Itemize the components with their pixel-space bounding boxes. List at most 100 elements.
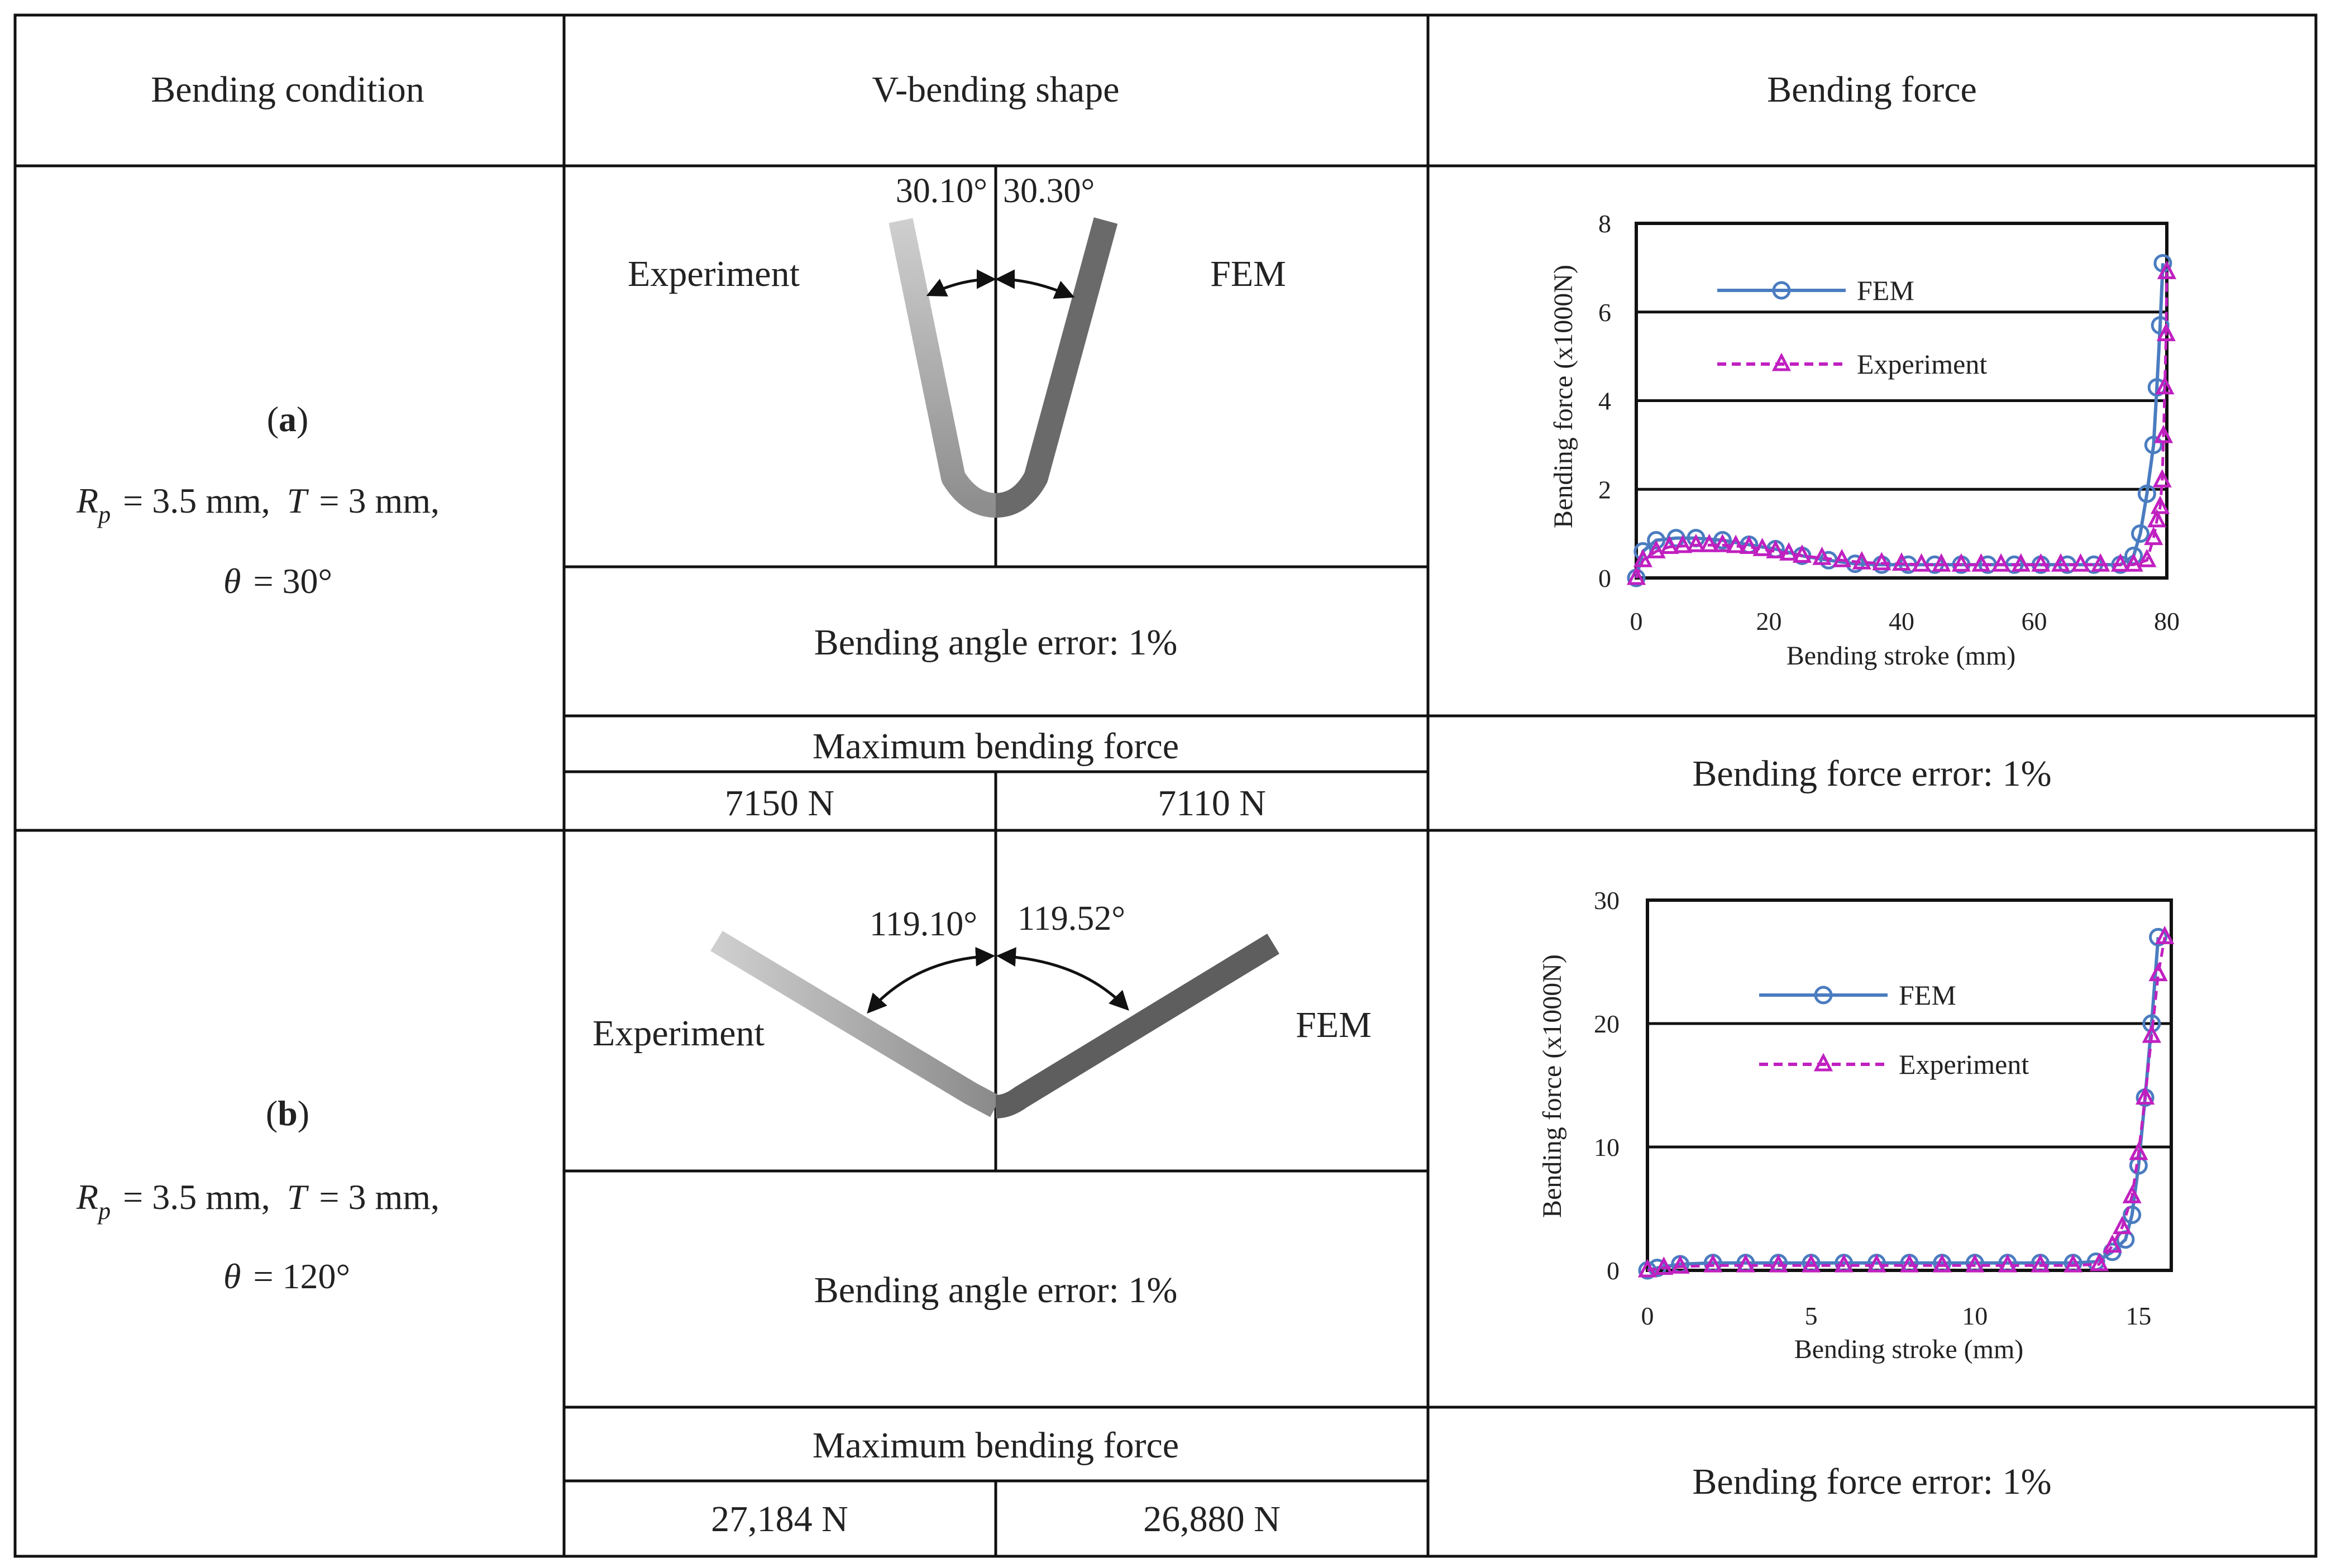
angle-right-b: 119.52°	[1018, 900, 1125, 938]
chart-b-experiment-series-point	[2148, 963, 2168, 982]
max-force-fem-a: 7110 N	[1158, 783, 1266, 824]
chart-a-experiment-series-point	[1673, 534, 1693, 553]
angle-arrow-right-b	[996, 947, 1129, 1011]
chart-a-experiment-series-point	[2155, 376, 2175, 395]
chart-a-legend-fem-label: FEM	[1857, 275, 1914, 306]
fem-bar-a	[995, 217, 1118, 518]
chart-a-xtick-label: 80	[2154, 607, 2180, 635]
angle-left-b: 119.10°	[870, 905, 977, 943]
chart-a-experiment-series-point	[1991, 553, 2011, 572]
chart-a-experiment-series-point	[2031, 553, 2051, 572]
chart-a-experiment-series-line	[1635, 272, 2168, 579]
chart-b-ytick-label: 10	[1594, 1133, 1620, 1161]
chart-b-experiment-series-point	[2129, 1141, 2148, 1160]
chart-b-legend-fem-label: FEM	[1899, 979, 1956, 1011]
chart-a-experiment-series-point	[1971, 553, 1991, 572]
chart-b-experiment-series-point	[1637, 1259, 1658, 1278]
chart-a-experiment-series-point	[2110, 553, 2130, 572]
chart-b-experiment-series-point	[2135, 1086, 2155, 1105]
condition-a-label: (a)	[267, 399, 309, 439]
chart-a-xtick-label: 40	[1889, 607, 1914, 635]
chart-b-experiment-series-point	[1736, 1254, 1755, 1273]
chart-b-experiment-series-point	[1834, 1254, 1854, 1273]
chart-a-experiment-series-point	[1951, 553, 1971, 572]
chart-a-experiment-series-point	[1832, 548, 1852, 567]
chart-a-experiment-series-point	[1779, 542, 1799, 561]
chart-a-legend-fem-marker	[1772, 281, 1791, 300]
chart-a-experiment-series-point	[2152, 469, 2172, 487]
chart-b-ytick-label: 30	[1594, 886, 1620, 915]
chart-a-experiment-series-point	[1766, 539, 1785, 558]
force-error-b: Bending force error: 1%	[1692, 1461, 2051, 1502]
chart-a-xtick-label: 60	[2022, 607, 2047, 635]
chart-a-plot-frame	[1635, 222, 2168, 580]
chart-a-experiment-series-point	[1912, 553, 1931, 572]
chart-b-fem-series-line	[1647, 937, 2160, 1272]
chart-b-fem-series-point	[2123, 1206, 2142, 1225]
chart-b-experiment-series-point	[2089, 1253, 2109, 1271]
chart-a-experiment-series-point	[2151, 495, 2170, 514]
chart-a-fem-series-line	[1635, 263, 2165, 579]
bending-force-chart-a: Bending force (x1000N) Bending stroke (m…	[1549, 209, 2180, 671]
chart-b-ytick-label: 20	[1594, 1010, 1620, 1038]
chart-b-experiment-series-point	[1932, 1254, 1952, 1273]
angle-right-a: 30.30°	[1003, 172, 1095, 210]
chart-b-ytick-label: 0	[1607, 1256, 1620, 1285]
condition-b-rp: Rp = 3.5 mm, T = 3 mm,	[76, 1177, 440, 1225]
chart-b-xtick-label: 5	[1805, 1302, 1818, 1330]
chart-a-fem-series-point	[2137, 484, 2156, 503]
condition-a-rp: Rp = 3.5 mm, T = 3 mm,	[76, 481, 440, 528]
chart-a-xtick-label: 0	[1630, 607, 1643, 635]
chart-b-experiment-series-point	[1654, 1256, 1674, 1275]
max-force-header-b: Maximum bending force	[813, 1425, 1179, 1466]
chart-a-experiment-series-point	[1852, 551, 1871, 570]
chart-a-experiment-series-point	[2157, 260, 2177, 279]
experiment-label-a: Experiment	[628, 254, 800, 294]
bending-force-chart-b: Bending force (x1000N) Bending stroke (m…	[1537, 886, 2175, 1364]
condition-b-label: (b)	[266, 1093, 309, 1133]
chart-b-experiment-series-point	[1867, 1254, 1886, 1273]
chart-a-fem-series-point	[2131, 524, 2150, 543]
chart-a-experiment-series-point	[2147, 509, 2167, 528]
chart-b-xtick-label: 0	[1641, 1302, 1654, 1330]
chart-b-experiment-series-point	[1670, 1255, 1690, 1274]
chart-b-experiment-series-point	[1703, 1254, 1723, 1273]
max-force-fem-b: 26,880 N	[1143, 1499, 1281, 1540]
chart-a-ytick-label: 6	[1598, 298, 1611, 327]
chart-a-fem-series-point	[1647, 531, 1666, 550]
chart-a-experiment-series-point	[1686, 533, 1706, 552]
chart-b-fem-series-point	[2149, 928, 2168, 946]
force-error-a: Bending force error: 1%	[1692, 753, 2051, 794]
chart-a-fem-series-point	[1713, 531, 1732, 550]
chart-a-ylabel: Bending force (x1000N)	[1549, 265, 1578, 528]
chart-a-experiment-series-point	[1646, 539, 1666, 558]
angle-arrow-right-a	[995, 269, 1075, 299]
angle-error-b: Bending angle error: 1%	[814, 1270, 1178, 1311]
chart-a-experiment-series-point	[1872, 552, 1891, 571]
chart-b-experiment-series-point	[2122, 1184, 2142, 1203]
chart-a-experiment-series-point	[2144, 527, 2163, 546]
max-force-header-a: Maximum bending force	[813, 726, 1179, 767]
chart-a-fem-series-point	[2144, 436, 2163, 455]
chart-b-experiment-series-point	[1965, 1254, 1985, 1273]
chart-b-ylabel: Bending force (x1000N)	[1537, 954, 1567, 1218]
chart-b-legend-fem-marker	[1814, 986, 1833, 1005]
chart-a-experiment-series-point	[2051, 553, 2071, 572]
chart-a-ytick-label: 4	[1598, 387, 1611, 415]
chart-b-legend-experiment-marker	[1813, 1053, 1833, 1072]
v-shape-a: 30.10° 30.30° Experiment FEM	[628, 166, 1286, 567]
table-grid	[13, 13, 2318, 1558]
chart-a-experiment-series-point	[1792, 544, 1812, 563]
chart-b-fem-series-point	[2142, 1014, 2161, 1033]
chart-b-xtick-label: 10	[1962, 1302, 1988, 1330]
chart-a-experiment-series-point	[2153, 424, 2174, 443]
fem-label-a: FEM	[1210, 254, 1286, 294]
chart-b-experiment-series-point	[1802, 1254, 1821, 1273]
chart-a-experiment-series-point	[1633, 548, 1652, 567]
chart-b-experiment-series-point	[2112, 1216, 2132, 1235]
chart-b-plot-frame	[1646, 898, 2173, 1272]
chart-a-experiment-series-point	[2071, 553, 2090, 572]
chart-b-experiment-series-point	[1899, 1254, 1919, 1273]
